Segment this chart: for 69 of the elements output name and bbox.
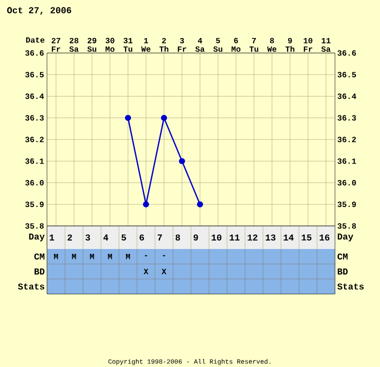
y-tick-label: 36.0 bbox=[25, 180, 44, 186]
x-tick-label: 7 bbox=[158, 234, 162, 240]
x-tick-label: 31 Tu bbox=[123, 38, 132, 52]
y-tick-label: 36.1 bbox=[25, 158, 44, 164]
y-tick-label: 35.9 bbox=[25, 202, 44, 208]
x-axis-title: Day bbox=[29, 234, 45, 242]
text: X bbox=[162, 268, 166, 274]
chart-title: Oct 27, 2006 bbox=[7, 7, 72, 15]
y2-tick-label: 36.3 bbox=[338, 115, 356, 121]
y-tick-label: 35.8 bbox=[25, 223, 44, 229]
x-tick-label: 3 bbox=[86, 234, 90, 241]
x-tick-label: 13 bbox=[266, 234, 276, 241]
x-tick-label: 7 Tu bbox=[249, 38, 258, 52]
y2-tick-label: 36.1 bbox=[338, 158, 356, 164]
y-tick-label: Stats bbox=[18, 283, 44, 290]
y2-tick-label: 36.5 bbox=[338, 72, 356, 78]
x-tick-label: 10 bbox=[212, 234, 222, 241]
x-tick-label: 9 Th bbox=[285, 38, 294, 52]
x-tick-label: 5 bbox=[122, 234, 126, 241]
y-tick-label: 36.2 bbox=[25, 136, 44, 142]
text: Day bbox=[338, 234, 354, 242]
y2-tick-label: 35.8 bbox=[338, 223, 356, 229]
x-tick-label: 11 bbox=[230, 234, 240, 240]
x-tick-label: 9 bbox=[194, 234, 198, 241]
text: M bbox=[108, 254, 112, 260]
y-tick-label: 36.6 bbox=[25, 50, 44, 56]
y2-tick-label: BD bbox=[338, 268, 348, 274]
x-tick-label: 30 Mo bbox=[106, 38, 114, 52]
x-tick-label: 10 Fr bbox=[304, 38, 312, 52]
y-tick-label: 36.5 bbox=[25, 72, 44, 78]
y2-tick-label: 36.6 bbox=[338, 50, 356, 56]
x-tick-label: 1 bbox=[50, 234, 54, 240]
x-tick-label: 2 Th bbox=[159, 38, 168, 52]
text: M bbox=[72, 254, 76, 260]
x-tick-label: 12 bbox=[248, 234, 258, 241]
x-tick-label: 5 Su bbox=[213, 38, 222, 52]
y2-tick-label: 35.9 bbox=[338, 202, 356, 208]
y2-tick-label: 36.4 bbox=[338, 94, 356, 99]
x-axis-title: Date bbox=[26, 37, 44, 43]
y2-tick-label: 36.2 bbox=[338, 136, 356, 142]
text: - bbox=[144, 255, 148, 256]
x-tick-label: 27 Fr bbox=[52, 38, 60, 52]
x-tick-label: 4 bbox=[103, 234, 108, 240]
y2-tick-label: Stats bbox=[337, 283, 364, 290]
x-tick-label: 16 bbox=[320, 234, 330, 241]
text: M bbox=[126, 254, 130, 260]
x-tick-label: 15 bbox=[302, 234, 312, 241]
y-tick-label: 36.4 bbox=[25, 94, 44, 99]
x-tick-label: 3 Fr bbox=[178, 38, 186, 52]
y-tick-label: 36.3 bbox=[25, 115, 44, 121]
y-tick-label: CM bbox=[34, 253, 44, 260]
x-tick-label: 29 Su bbox=[87, 38, 96, 52]
text: M bbox=[90, 254, 94, 260]
y-tick-label: BD bbox=[34, 268, 44, 274]
text: X bbox=[144, 268, 148, 274]
x-tick-label: 14 bbox=[284, 234, 294, 240]
x-tick-label: 8 bbox=[176, 234, 180, 241]
x-tick-label: 28 Sa bbox=[69, 38, 79, 52]
y2-tick-label: CM bbox=[338, 253, 348, 260]
y2-tick-label: 36.0 bbox=[338, 180, 356, 186]
x-tick-label: 1 We bbox=[141, 38, 150, 52]
x-tick-label: 2 bbox=[68, 234, 72, 241]
x-tick-label: 11 Sa bbox=[321, 38, 331, 52]
x-tick-label: 4 Sa bbox=[195, 38, 205, 52]
x-tick-label: 8 We bbox=[267, 38, 276, 52]
text: M bbox=[54, 254, 58, 260]
x-tick-label: 6 bbox=[140, 234, 144, 241]
x-tick-label: 6 Mo bbox=[232, 38, 240, 52]
text: - bbox=[162, 255, 166, 256]
